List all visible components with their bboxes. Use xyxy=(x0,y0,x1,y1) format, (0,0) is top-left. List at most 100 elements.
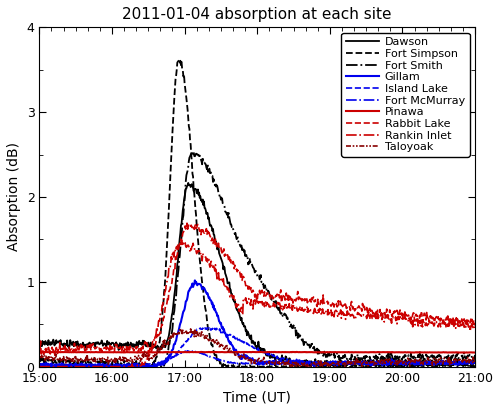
Rabbit Lake xyxy=(472,318,478,323)
Rankin Inlet xyxy=(251,298,257,303)
Taloyoak xyxy=(132,354,138,359)
Island Lake xyxy=(472,360,478,365)
Dawson xyxy=(185,180,191,185)
Pinawa xyxy=(250,350,256,355)
Gillam xyxy=(434,361,440,366)
Fort McMurray xyxy=(184,348,190,353)
Line: Fort Smith: Fort Smith xyxy=(40,151,475,367)
Island Lake xyxy=(432,360,438,365)
Fort McMurray xyxy=(472,361,478,366)
Taloyoak xyxy=(294,364,300,369)
Fort Smith xyxy=(294,328,300,332)
Line: Rabbit Lake: Rabbit Lake xyxy=(40,223,475,356)
Line: Fort Simpson: Fort Simpson xyxy=(40,60,475,367)
Pinawa xyxy=(293,350,299,355)
Pinawa xyxy=(472,350,478,355)
Pinawa xyxy=(336,350,342,355)
Fort Simpson xyxy=(294,364,300,369)
Taloyoak xyxy=(251,361,257,366)
Island Lake xyxy=(294,357,300,362)
Taloyoak xyxy=(294,361,300,366)
Island Lake xyxy=(210,325,216,330)
Fort Smith xyxy=(36,364,43,369)
Gillam xyxy=(132,361,138,366)
Rankin Inlet xyxy=(432,320,438,325)
X-axis label: Time (UT): Time (UT) xyxy=(224,390,291,404)
Fort McMurray xyxy=(132,362,138,367)
Taloyoak xyxy=(472,357,478,362)
Fort Simpson xyxy=(337,364,343,369)
Gillam xyxy=(294,359,300,364)
Dawson xyxy=(294,362,300,367)
Fort Smith xyxy=(432,353,438,358)
Fort Smith xyxy=(472,353,478,358)
Rabbit Lake xyxy=(36,349,43,354)
Fort McMurray xyxy=(74,363,80,368)
Island Lake xyxy=(36,364,43,369)
Taloyoak xyxy=(337,358,343,363)
Island Lake xyxy=(132,364,138,369)
Gillam xyxy=(152,364,158,369)
Taloyoak xyxy=(150,354,156,359)
Pinawa xyxy=(36,350,43,355)
Fort Smith xyxy=(336,358,342,363)
Gillam xyxy=(472,360,478,365)
Fort McMurray xyxy=(36,362,43,367)
Rabbit Lake xyxy=(52,353,58,358)
Rabbit Lake xyxy=(252,295,258,300)
Gillam xyxy=(192,278,198,283)
Fort Smith xyxy=(132,364,138,369)
Fort Smith xyxy=(150,364,156,369)
Dawson xyxy=(36,338,43,343)
Fort Simpson xyxy=(132,360,138,365)
Taloyoak xyxy=(36,354,43,359)
Line: Rankin Inlet: Rankin Inlet xyxy=(40,241,475,367)
Rabbit Lake xyxy=(434,314,440,319)
Fort Simpson xyxy=(472,364,478,369)
Rankin Inlet xyxy=(36,364,43,369)
Island Lake xyxy=(336,361,342,366)
Dawson xyxy=(251,342,257,346)
Rabbit Lake xyxy=(132,344,138,349)
Fort McMurray xyxy=(294,361,300,366)
Fort Simpson xyxy=(252,364,258,369)
Rankin Inlet xyxy=(336,311,342,316)
Dawson xyxy=(322,364,328,369)
Rabbit Lake xyxy=(294,293,300,298)
Line: Fort McMurray: Fort McMurray xyxy=(40,351,475,365)
Dawson xyxy=(337,360,343,365)
Pinawa xyxy=(150,350,156,355)
Pinawa xyxy=(408,350,414,355)
Rankin Inlet xyxy=(294,305,300,310)
Fort Smith xyxy=(251,267,257,272)
Dawson xyxy=(472,360,478,365)
Legend: Dawson, Fort Simpson, Fort Smith, Gillam, Island Lake, Fort McMurray, Pinawa, Ra: Dawson, Fort Simpson, Fort Smith, Gillam… xyxy=(342,33,469,157)
Line: Island Lake: Island Lake xyxy=(40,328,475,367)
Taloyoak xyxy=(178,326,184,330)
Taloyoak xyxy=(434,357,440,362)
Fort Simpson xyxy=(434,363,440,368)
Rankin Inlet xyxy=(472,325,478,330)
Rabbit Lake xyxy=(152,345,158,350)
Dawson xyxy=(150,342,156,347)
Rankin Inlet xyxy=(132,364,138,369)
Rabbit Lake xyxy=(337,299,343,304)
Dawson xyxy=(434,357,440,362)
Dawson xyxy=(132,344,138,349)
Island Lake xyxy=(150,363,156,368)
Gillam xyxy=(252,359,258,364)
Fort Simpson xyxy=(36,358,43,363)
Line: Taloyoak: Taloyoak xyxy=(40,328,475,367)
Rankin Inlet xyxy=(150,336,156,341)
Fort McMurray xyxy=(252,361,258,366)
Pinawa xyxy=(132,350,138,355)
Line: Pinawa: Pinawa xyxy=(40,352,475,353)
Fort McMurray xyxy=(152,361,158,366)
Line: Dawson: Dawson xyxy=(40,183,475,367)
Pinawa xyxy=(294,349,300,354)
Title: 2011-01-04 absorption at each site: 2011-01-04 absorption at each site xyxy=(122,7,392,22)
Fort Simpson xyxy=(152,358,158,363)
Gillam xyxy=(40,364,46,369)
Gillam xyxy=(337,361,343,366)
Fort Simpson xyxy=(140,364,146,369)
